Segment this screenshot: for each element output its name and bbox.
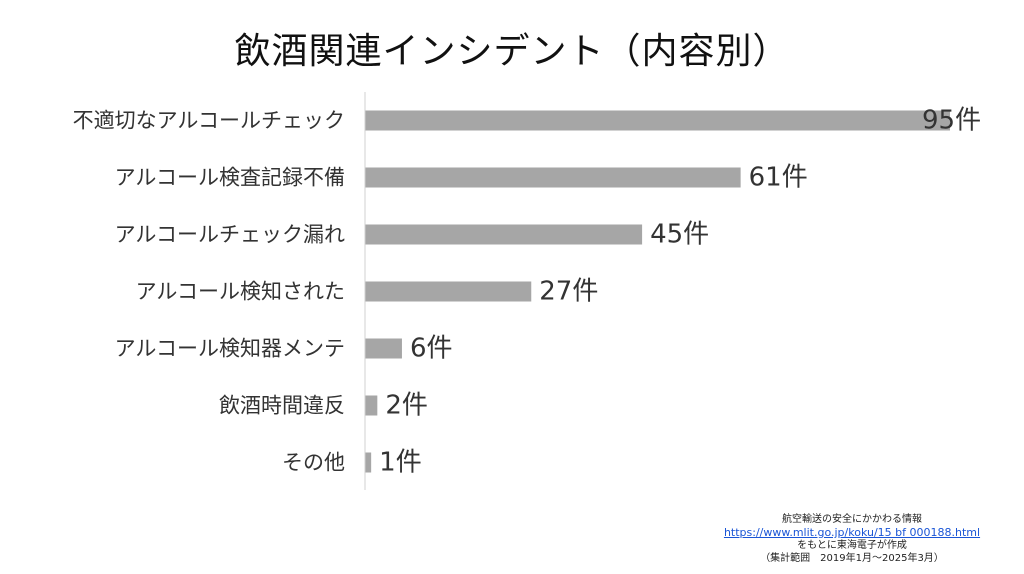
category-label: 不適切なアルコールチェック — [73, 109, 345, 133]
source-line-1: 航空輸送の安全にかかわる情報 — [782, 514, 922, 525]
category-label: 飲酒時間違反 — [219, 394, 345, 418]
category-label: アルコール検知された — [136, 280, 345, 304]
source-line-4: （集計範囲 2019年1月～2025年3月） — [760, 553, 944, 564]
category-label: アルコールチェック漏れ — [115, 223, 345, 247]
source-link[interactable]: https://www.mlit.go.jp/koku/15 bf 000188… — [723, 526, 981, 539]
bar — [365, 224, 643, 245]
bar — [365, 452, 372, 473]
data-label: 6件 — [410, 334, 453, 364]
bar — [365, 167, 741, 188]
data-label: 1件 — [379, 448, 422, 478]
data-label: 27件 — [539, 277, 598, 307]
data-label: 45件 — [650, 220, 709, 250]
bar — [365, 110, 950, 131]
bar — [365, 281, 532, 302]
bar — [365, 395, 378, 416]
data-label: 95件 — [922, 106, 981, 136]
category-label: アルコール検査記録不備 — [115, 166, 345, 190]
source-line-3: をもとに東海電子が作成 — [797, 540, 907, 551]
data-label: 61件 — [749, 163, 808, 193]
data-label: 2件 — [385, 391, 428, 421]
category-label: アルコール検知器メンテ — [115, 337, 345, 361]
chart-title: 飲酒関連インシデント（内容別） — [234, 31, 790, 72]
category-label: その他 — [282, 451, 345, 475]
bar — [365, 338, 402, 359]
source-note: 航空輸送の安全にかかわる情報 https://www.mlit.go.jp/ko… — [690, 513, 1014, 565]
